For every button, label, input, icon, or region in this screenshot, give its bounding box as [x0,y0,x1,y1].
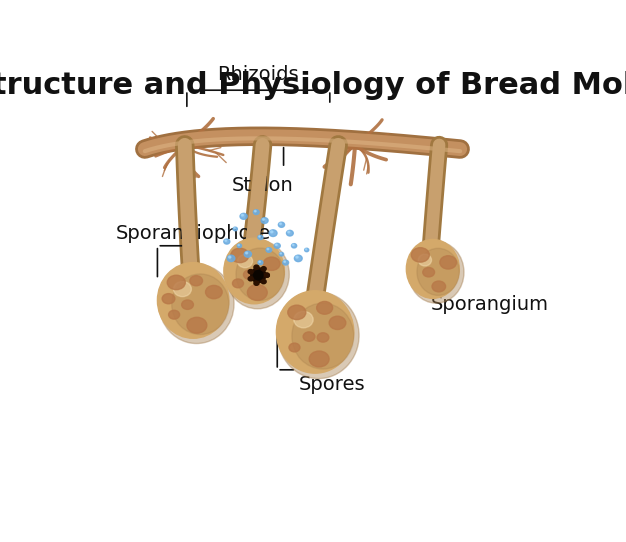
Ellipse shape [264,273,269,278]
Ellipse shape [223,239,230,244]
Ellipse shape [432,281,446,292]
Ellipse shape [279,222,285,227]
Ellipse shape [182,300,193,309]
Ellipse shape [227,255,235,262]
Text: Stolon: Stolon [232,176,294,196]
Ellipse shape [248,269,254,274]
Ellipse shape [231,248,249,263]
Ellipse shape [237,244,242,248]
Ellipse shape [418,254,431,266]
Ellipse shape [269,230,277,236]
Ellipse shape [261,280,266,283]
Ellipse shape [278,292,359,379]
Ellipse shape [259,236,260,237]
Ellipse shape [287,230,293,236]
Ellipse shape [406,240,459,298]
Ellipse shape [247,285,267,300]
Ellipse shape [423,268,434,277]
Ellipse shape [167,275,185,289]
Ellipse shape [288,231,290,233]
Ellipse shape [305,249,307,250]
Ellipse shape [245,252,248,254]
Ellipse shape [173,281,192,296]
Ellipse shape [168,310,180,319]
Ellipse shape [233,227,237,231]
Ellipse shape [237,255,253,268]
Ellipse shape [254,210,259,215]
Ellipse shape [159,264,234,344]
Ellipse shape [244,270,255,280]
Ellipse shape [259,261,260,262]
Ellipse shape [277,291,354,373]
Ellipse shape [162,294,175,304]
Ellipse shape [254,265,259,269]
Ellipse shape [292,243,297,248]
Ellipse shape [224,238,284,304]
Ellipse shape [289,343,300,352]
Ellipse shape [244,251,252,257]
Ellipse shape [270,231,273,233]
Ellipse shape [240,214,247,220]
Ellipse shape [251,268,266,282]
Ellipse shape [225,240,227,241]
Ellipse shape [254,281,259,285]
Ellipse shape [294,255,302,262]
Ellipse shape [305,248,309,251]
Ellipse shape [275,244,277,246]
Ellipse shape [440,256,456,269]
Ellipse shape [280,253,281,254]
Ellipse shape [205,286,222,299]
Ellipse shape [408,241,464,303]
Ellipse shape [303,332,315,341]
Ellipse shape [296,256,298,258]
Ellipse shape [261,267,266,271]
Ellipse shape [234,228,235,229]
Ellipse shape [248,276,254,281]
Ellipse shape [254,210,256,212]
Text: Sporangium: Sporangium [431,295,549,314]
Ellipse shape [294,311,313,328]
Ellipse shape [317,333,329,342]
Ellipse shape [279,253,284,256]
Ellipse shape [262,218,265,220]
Ellipse shape [411,248,429,262]
Ellipse shape [288,305,306,320]
Ellipse shape [317,301,332,314]
Ellipse shape [284,261,285,262]
Ellipse shape [190,276,203,286]
Ellipse shape [417,248,459,295]
Ellipse shape [226,240,289,309]
Ellipse shape [238,244,239,246]
Ellipse shape [264,273,269,278]
Ellipse shape [267,248,269,250]
Ellipse shape [292,244,294,246]
Text: Rhizoids: Rhizoids [217,65,299,84]
Ellipse shape [274,243,280,248]
Ellipse shape [232,279,244,288]
Ellipse shape [254,270,263,280]
Ellipse shape [309,351,329,367]
Ellipse shape [266,248,272,252]
Ellipse shape [157,262,229,338]
Ellipse shape [280,223,281,224]
Ellipse shape [228,256,231,258]
Ellipse shape [242,214,244,216]
Ellipse shape [258,261,263,264]
Ellipse shape [264,257,280,270]
Text: Spores: Spores [298,375,365,394]
Ellipse shape [236,248,284,300]
Text: Sporangiophore: Sporangiophore [115,224,270,243]
Ellipse shape [187,317,207,333]
Text: Structure and Physiology of Bread Mold: Structure and Physiology of Bread Mold [0,72,626,100]
Ellipse shape [172,274,229,334]
Ellipse shape [261,218,268,223]
Ellipse shape [258,235,263,240]
Ellipse shape [283,260,289,265]
Ellipse shape [292,303,354,369]
Ellipse shape [329,316,346,330]
